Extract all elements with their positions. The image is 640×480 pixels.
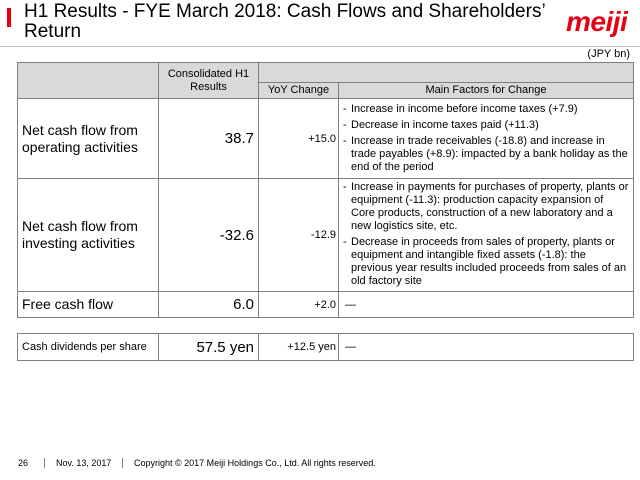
row-change: +2.0 bbox=[258, 291, 339, 318]
factor-item: - Decrease in income taxes paid (+11.3) bbox=[343, 118, 539, 131]
dividends-factors: ― bbox=[338, 333, 634, 361]
row-label: Net cash flow from investing activities bbox=[17, 178, 159, 292]
table-row: Net cash flow from operating activities … bbox=[17, 98, 634, 179]
factor-item: - Increase in payments for purchases of p… bbox=[343, 181, 629, 232]
header-blank-cell bbox=[17, 62, 159, 99]
title-divider bbox=[0, 46, 640, 47]
header-consolidated: Consolidated H1 Results bbox=[158, 62, 259, 99]
row-factors: ― bbox=[338, 291, 634, 318]
footer-date: Nov. 13, 2017 bbox=[56, 458, 112, 468]
cash-flow-table: Consolidated H1 Results YoY Change Main … bbox=[17, 62, 634, 318]
row-label: Free cash flow bbox=[17, 291, 159, 318]
page-title: H1 Results - FYE March 2018: Cash Flows … bbox=[24, 1, 545, 42]
header-top-blank bbox=[258, 62, 634, 83]
title-bar: H1 Results - FYE March 2018: Cash Flows … bbox=[0, 0, 640, 44]
footer-separator bbox=[122, 458, 123, 468]
meiji-logo: meiji bbox=[566, 6, 628, 37]
footer-separator bbox=[44, 458, 45, 468]
row-value: -32.6 bbox=[158, 178, 259, 292]
header-yoy: YoY Change bbox=[258, 82, 339, 99]
row-value: 38.7 bbox=[158, 98, 259, 179]
factor-item: - Increase in trade receivables (-18.8) a… bbox=[343, 134, 628, 173]
row-change: +15.0 bbox=[258, 98, 339, 179]
row-change: -12.9 bbox=[258, 178, 339, 292]
row-label: Net cash flow from operating activities bbox=[17, 98, 159, 179]
title-accent-bar bbox=[7, 8, 11, 27]
dividends-label: Cash dividends per share bbox=[17, 333, 159, 361]
footer-copyright: Copyright © 2017 Meiji Holdings Co., Ltd… bbox=[134, 458, 376, 468]
row-value: 6.0 bbox=[158, 291, 259, 318]
row-factors: - Increase in income before income taxes … bbox=[338, 98, 634, 179]
factor-item: - Increase in income before income taxes … bbox=[343, 102, 578, 115]
dividends-table: Cash dividends per share 57.5 yen +12.5 … bbox=[17, 333, 634, 361]
header-factors: Main Factors for Change bbox=[338, 82, 634, 99]
dividends-change: +12.5 yen bbox=[258, 333, 339, 361]
table-row: Net cash flow from investing activities … bbox=[17, 178, 634, 292]
unit-label: (JPY bn) bbox=[587, 48, 630, 60]
row-factors: - Increase in payments for purchases of p… bbox=[338, 178, 634, 292]
factor-item: - Decrease in proceeds from sales of prop… bbox=[343, 236, 627, 287]
table-row: Cash dividends per share 57.5 yen +12.5 … bbox=[17, 333, 634, 361]
table-row: Free cash flow 6.0 +2.0 ― bbox=[17, 291, 634, 318]
dividends-value: 57.5 yen bbox=[158, 333, 259, 361]
page-number: 26 bbox=[18, 458, 29, 468]
